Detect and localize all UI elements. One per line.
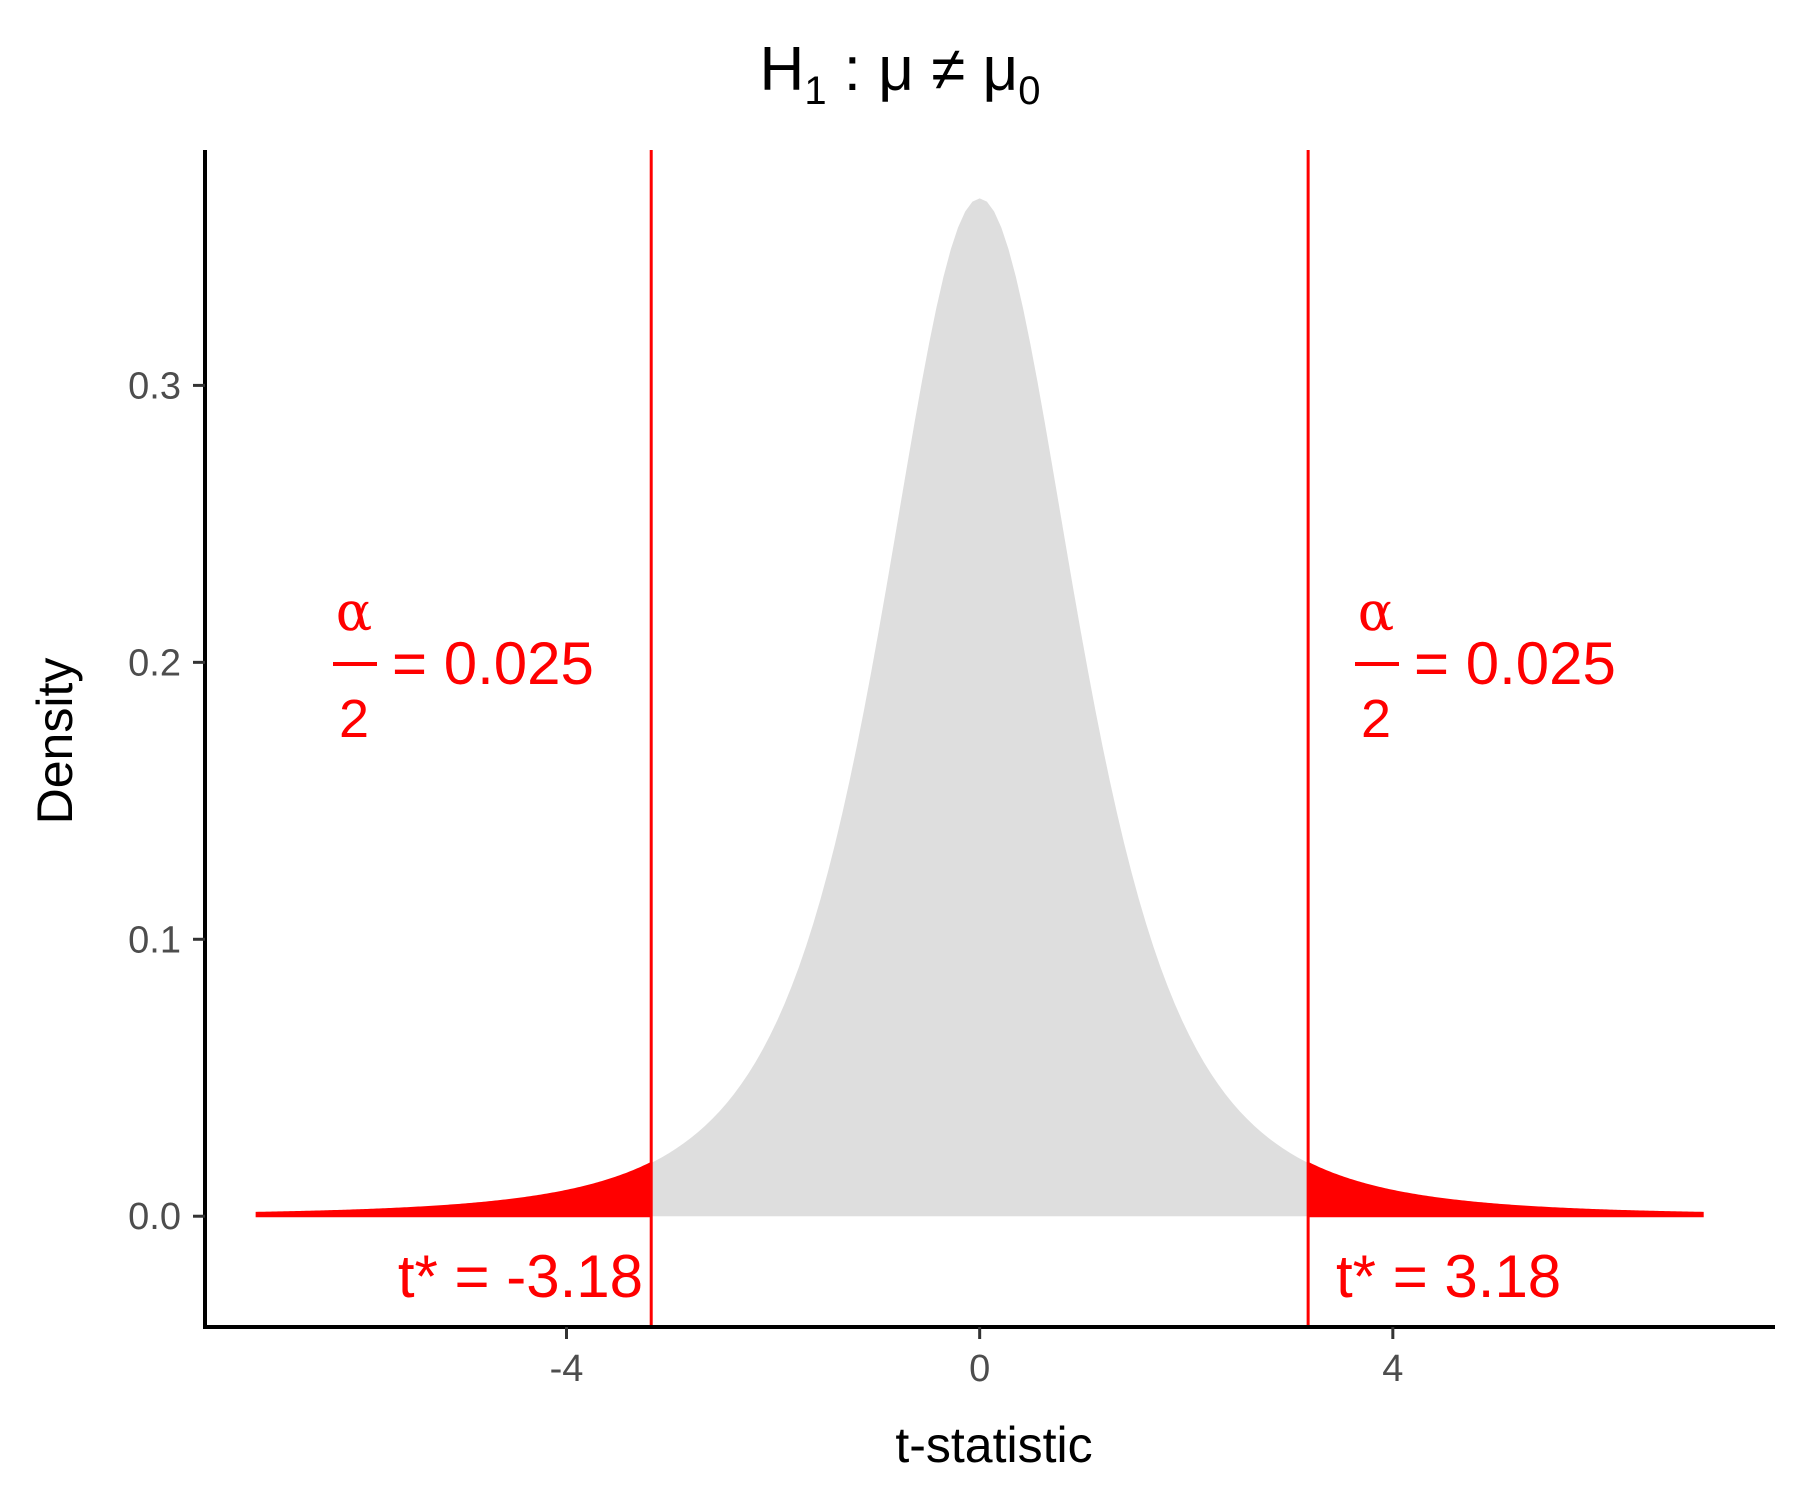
distribution-body-area bbox=[256, 198, 1703, 1217]
y-tick-label: 0.3 bbox=[128, 365, 181, 407]
left-rejection-region bbox=[255, 1161, 653, 1218]
left-alpha-denominator: 2 bbox=[339, 689, 369, 749]
x-axis-title: t-statistic bbox=[895, 1417, 1092, 1473]
x-axis-ticks: -4 0 4 bbox=[550, 1327, 1403, 1390]
y-tick-label: 0.2 bbox=[128, 642, 181, 684]
left-critical-label: t* = -3.18 bbox=[398, 1243, 643, 1310]
y-axis-ticks: 0.0 0.1 0.2 0.3 bbox=[128, 365, 205, 1238]
right-alpha-value: = 0.025 bbox=[1414, 630, 1616, 697]
right-rejection-region bbox=[1307, 1161, 1704, 1218]
chart-title: H1 : μ ≠ μ0 bbox=[760, 35, 1041, 113]
y-tick-label: 0.1 bbox=[128, 919, 181, 961]
plot-area bbox=[255, 150, 1704, 1327]
title-subscript: 1 bbox=[804, 69, 826, 113]
y-axis-title: Density bbox=[27, 658, 83, 825]
right-alpha-annotation: α 2 = 0.025 bbox=[1355, 580, 1616, 749]
y-tick-label: 0.0 bbox=[128, 1196, 181, 1238]
left-alpha-value: = 0.025 bbox=[392, 630, 594, 697]
title-subscript-2: 0 bbox=[1018, 69, 1040, 113]
right-alpha-denominator: 2 bbox=[1361, 689, 1391, 749]
left-alpha-annotation: α 2 = 0.025 bbox=[333, 580, 594, 749]
title-main: H bbox=[760, 35, 805, 104]
x-tick-label: -4 bbox=[550, 1348, 584, 1390]
title-rest: : μ ≠ μ bbox=[827, 35, 1019, 104]
left-alpha-numerator: α bbox=[336, 580, 372, 643]
x-tick-label: 4 bbox=[1382, 1348, 1403, 1390]
x-tick-label: 0 bbox=[969, 1348, 990, 1390]
right-critical-label: t* = 3.18 bbox=[1336, 1243, 1561, 1310]
right-alpha-numerator: α bbox=[1358, 580, 1394, 643]
